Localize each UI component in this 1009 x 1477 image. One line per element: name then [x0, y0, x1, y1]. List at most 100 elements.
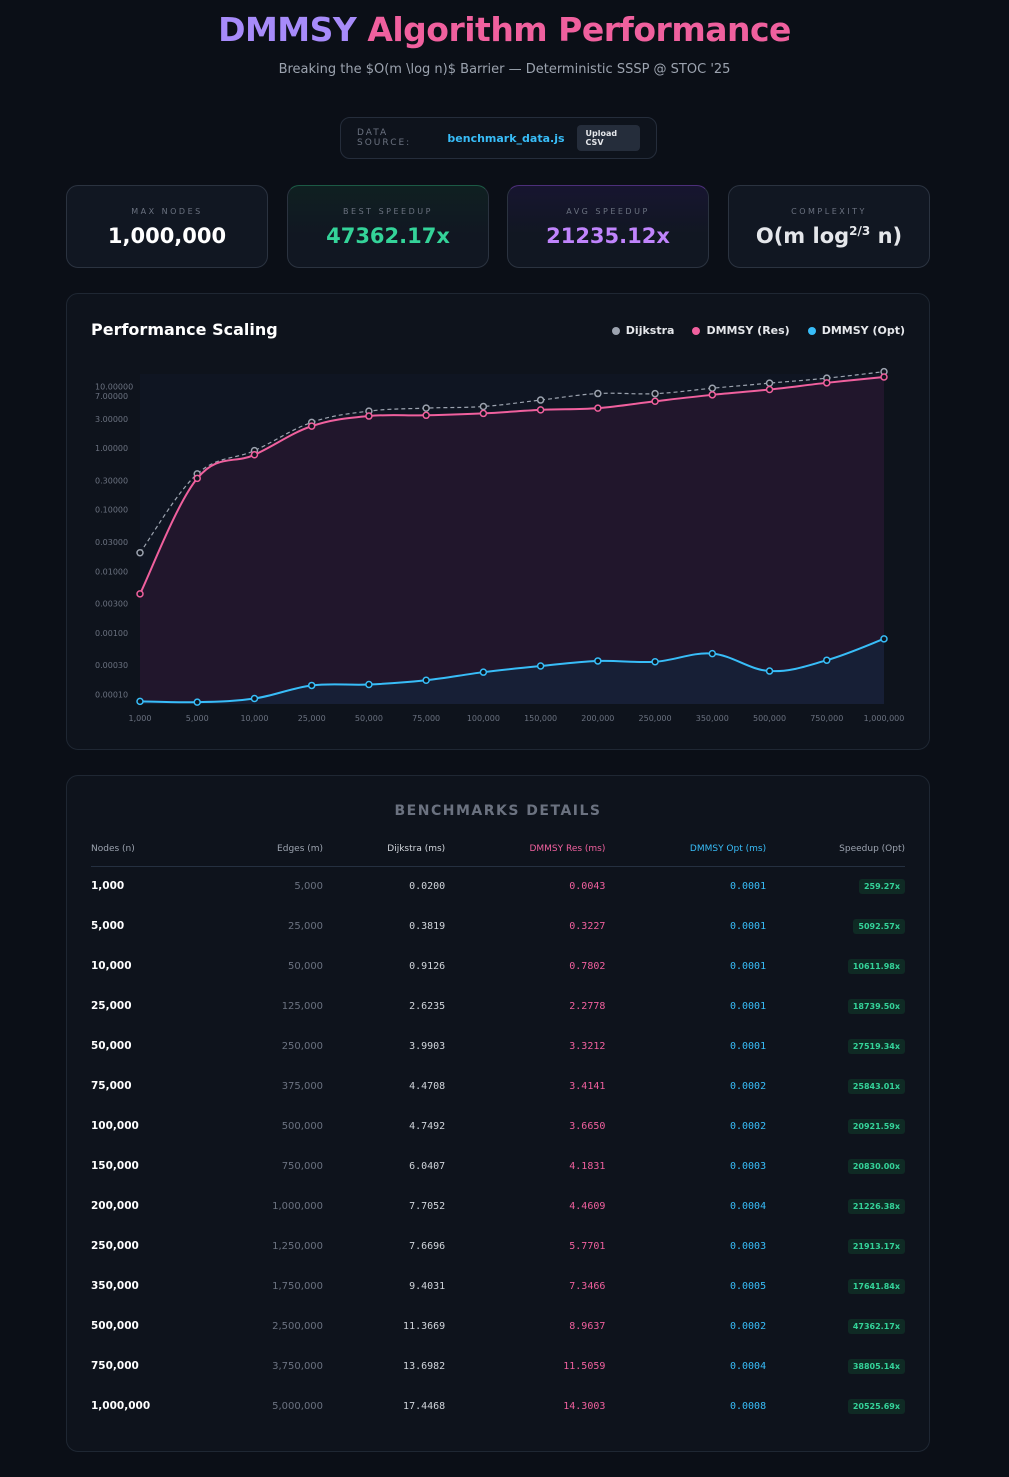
table-cell: 4.4708	[409, 1080, 446, 1092]
table-cell: 0.0002	[729, 1080, 767, 1092]
stat-label: AVG SPEEDUP	[566, 207, 650, 216]
table-cell: 0.0001	[729, 880, 767, 892]
data-source-file[interactable]: benchmark_data.js	[447, 131, 565, 145]
x-tick-label: 10,000	[240, 714, 268, 723]
data-point-dmmsy-res	[479, 409, 488, 418]
speedup-badge: 10611.98x	[847, 958, 905, 974]
data-point-dmmsy-opt	[651, 657, 659, 666]
table-row: 1,000 5,000 0.0200 0.0043 0.0001 259.27x	[91, 866, 905, 906]
legend-item-dmmsy-res[interactable]: DMMSY (Res)	[692, 324, 790, 337]
table-cell: 1,750,000	[272, 1280, 324, 1292]
table-cell: 259.27x	[766, 866, 905, 906]
benchmarks-table: Nodes (n) Edges (m) Dijkstra (ms) DMMSY Res…	[91, 832, 905, 1426]
speedup-badge: 25843.01x	[847, 1078, 905, 1094]
table-row: 10,000 50,000 0.9126 0.7802 0.0001 10611.98x	[91, 946, 905, 986]
data-point-dmmsy-opt	[765, 667, 774, 675]
stat-label: MAX NODES	[131, 207, 203, 216]
stat-value: O(m log2/3 n)	[729, 224, 929, 248]
y-tick-label: 7.00000	[95, 392, 128, 401]
stat-card-avg-speedup: AVG SPEEDUP 21235.12x	[507, 185, 709, 268]
data-point-dijkstra	[422, 404, 430, 412]
table-cell: 4.1831	[569, 1160, 606, 1172]
table-cell: 20525.69x	[766, 1386, 905, 1426]
table-cell: 17641.84x	[766, 1266, 905, 1306]
table-cell: 0.0001	[729, 920, 767, 932]
data-point-dmmsy-opt	[594, 657, 602, 665]
data-point-dmmsy-res	[193, 474, 201, 483]
table-cell: 0.7802	[569, 960, 606, 972]
table-row: 5,000 25,000 0.3819 0.3227 0.0001 5092.57x	[91, 906, 905, 946]
table-cell: 0.3819	[409, 920, 446, 932]
table-cell: 75,000	[91, 1080, 132, 1092]
stat-card-max-nodes: MAX NODES 1,000,000	[66, 185, 268, 268]
table-cell: 0.0003	[729, 1240, 767, 1252]
chart-title: Performance Scaling	[91, 320, 278, 339]
table-cell: 13.6982	[403, 1360, 446, 1372]
table-cell: 47362.17x	[766, 1306, 905, 1346]
data-point-dmmsy-opt	[708, 649, 717, 658]
data-point-dmmsy-opt	[536, 662, 545, 670]
stat-value: 47362.17x	[326, 224, 450, 248]
data-point-dmmsy-opt	[880, 635, 888, 643]
table-cell: 9.4031	[409, 1280, 446, 1292]
table-cell: 0.0200	[409, 880, 446, 892]
data-point-dmmsy-res	[823, 379, 831, 387]
table-row: 25,000 125,000 2.6235 2.2778 0.0001 18739.50x	[91, 986, 905, 1026]
table-cell: 500,000	[91, 1320, 139, 1332]
stat-value: 1,000,000	[107, 224, 227, 248]
data-point-dmmsy-res	[536, 406, 545, 414]
table-cell: 7.6696	[409, 1240, 446, 1252]
speedup-badge: 27519.34x	[847, 1038, 905, 1054]
data-point-dmmsy-opt	[250, 694, 259, 703]
table-cell: 250,000	[281, 1040, 324, 1052]
stat-card-complexity: COMPLEXITY O(m log2/3 n)	[728, 185, 930, 268]
table-cell: 0.0004	[729, 1200, 767, 1212]
data-point-dmmsy-res	[422, 411, 430, 420]
x-tick-label: 75,000	[412, 714, 440, 723]
table-cell: 3.6650	[569, 1120, 606, 1132]
chart-legend: Dijkstra DMMSY (Res) DMMSY (Opt)	[611, 324, 905, 337]
data-point-dmmsy-res	[136, 590, 144, 598]
y-tick-label: 0.00100	[95, 629, 128, 638]
title-part1: DMMSY	[218, 10, 357, 49]
table-row: 200,000 1,000,000 7.7052 4.4609 0.0004 21226.…	[91, 1186, 905, 1226]
table-cell: 350,000	[91, 1280, 139, 1292]
table-cell: 14.3003	[563, 1400, 606, 1412]
table-cell: 100,000	[91, 1120, 139, 1132]
data-point-dijkstra	[136, 549, 144, 557]
table-cell: 5092.57x	[766, 906, 905, 946]
table-cell: 0.0008	[729, 1400, 767, 1412]
data-point-dmmsy-opt	[307, 681, 316, 690]
legend-label: DMMSY (Opt)	[821, 324, 905, 337]
table-cell: 11.5059	[563, 1360, 606, 1372]
table-cell: 5,000	[91, 920, 125, 932]
table-row: 750,000 3,750,000 13.6982 11.5059 0.0004 3880…	[91, 1346, 905, 1386]
table-cell: 7.3466	[569, 1280, 606, 1292]
data-point-dmmsy-opt	[823, 656, 831, 664]
table-cell: 5.7701	[569, 1240, 606, 1252]
x-tick-label: 750,000	[810, 714, 843, 723]
data-point-dmmsy-res	[250, 451, 259, 459]
y-tick-label: 0.00030	[95, 661, 128, 670]
table-cell: 25,000	[288, 920, 324, 932]
legend-item-dijkstra[interactable]: Dijkstra	[611, 324, 674, 337]
table-cell: 25843.01x	[766, 1066, 905, 1106]
legend-swatch	[692, 326, 701, 335]
table-row: 100,000 500,000 4.7492 3.6650 0.0002 20921.59…	[91, 1106, 905, 1146]
upload-csv-button[interactable]: Upload CSV	[576, 125, 640, 151]
table-cell: 0.0005	[729, 1280, 767, 1292]
table-cell: 0.0003	[729, 1160, 767, 1172]
table-cell: 0.0002	[729, 1320, 767, 1332]
complexity-suffix: n)	[870, 224, 903, 248]
data-point-dmmsy-opt	[479, 668, 488, 676]
data-point-dmmsy-res	[365, 412, 373, 420]
table-cell: 125,000	[281, 1000, 324, 1012]
table-cell: 1,250,000	[272, 1240, 324, 1252]
speedup-badge: 259.27x	[858, 878, 905, 894]
table-cell: 7.7052	[409, 1200, 446, 1212]
data-point-dijkstra	[594, 389, 602, 398]
legend-item-dmmsy-opt[interactable]: DMMSY (Opt)	[807, 324, 905, 337]
series-line-dmmsy-res	[139, 376, 885, 595]
y-tick-label: 3.00000	[95, 415, 128, 424]
table-cell: 6.0407	[409, 1160, 446, 1172]
